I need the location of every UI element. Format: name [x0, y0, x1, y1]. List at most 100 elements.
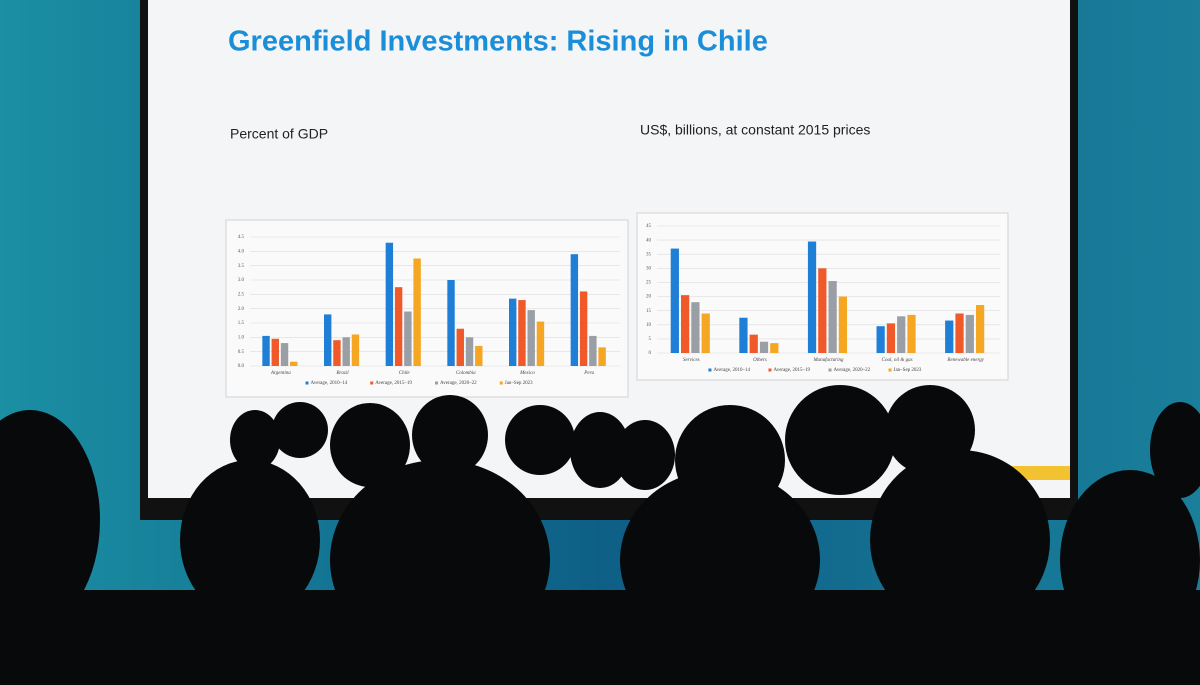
legend-swatch: [768, 368, 772, 372]
legend-swatch: [370, 381, 374, 385]
y-tick-label: 3.0: [238, 278, 245, 283]
bar: [342, 337, 350, 366]
y-tick-label: 10: [646, 323, 652, 328]
legend-swatch: [305, 381, 309, 385]
legend-label: Average, 2020–22: [440, 381, 477, 386]
bar: [447, 280, 455, 366]
bar: [509, 298, 517, 366]
x-tick-label: Manufacturing: [813, 358, 844, 363]
x-tick-label: Coal, oil & gas: [882, 358, 913, 363]
legend-swatch: [708, 368, 712, 372]
bar: [670, 248, 679, 353]
bar: [807, 241, 817, 353]
bar: [475, 345, 483, 366]
y-tick-label: 0: [649, 351, 652, 356]
bar: [897, 316, 906, 353]
bar: [759, 341, 769, 353]
audience-silhouette: [330, 403, 410, 487]
audience-silhouette: [615, 420, 675, 490]
y-tick-label: 35: [646, 252, 652, 257]
bar: [271, 338, 279, 366]
y-tick-label: 2.5: [238, 292, 245, 297]
audience-silhouette: [230, 410, 280, 470]
chart-title: Percent of GDP: [230, 126, 328, 142]
x-tick-label: Services: [683, 358, 700, 363]
bar: [876, 326, 885, 353]
bar: [290, 361, 298, 366]
bar: [527, 310, 535, 366]
audience-silhouette: [0, 590, 1200, 685]
y-tick-label: 4.0: [238, 249, 245, 254]
y-tick-label: 0.0: [238, 364, 245, 369]
bar: [886, 323, 896, 353]
bar: [385, 242, 394, 366]
audience-silhouette: [785, 385, 895, 495]
y-tick-label: 2.0: [238, 307, 245, 312]
slide-title: Greenfield Investments: Rising in Chile: [228, 26, 768, 58]
x-tick-label: Brazil: [336, 371, 349, 376]
audience-silhouette: [870, 450, 1050, 630]
x-tick-label: Others: [753, 358, 767, 363]
bar: [465, 337, 474, 366]
y-tick-label: 4.5: [238, 235, 245, 240]
x-tick-label: Argentina: [270, 371, 291, 376]
legend-label: Average, 2010–14: [713, 368, 750, 373]
audience-silhouette: [412, 395, 488, 475]
bar: [518, 300, 526, 366]
bar: [324, 314, 332, 366]
legend-label: Average, 2015–19: [773, 368, 810, 373]
bar: [955, 313, 964, 353]
audience-silhouette: [180, 460, 320, 620]
audience-silhouette: [570, 412, 630, 488]
y-tick-label: 1.0: [238, 335, 245, 340]
legend-swatch: [828, 368, 832, 372]
bar: [838, 296, 848, 353]
y-tick-label: 1.5: [238, 321, 245, 326]
bar: [536, 321, 545, 366]
x-tick-label: Mexico: [519, 371, 535, 376]
x-tick-label: Chile: [399, 371, 411, 376]
y-tick-label: 15: [646, 309, 652, 314]
bar: [262, 335, 270, 366]
bar: [770, 343, 779, 353]
bar: [945, 320, 954, 353]
bar: [456, 328, 464, 366]
y-tick-label: 40: [646, 238, 652, 243]
y-tick-label: 45: [646, 224, 652, 229]
x-tick-label: Colombia: [456, 371, 476, 376]
bar: [975, 305, 985, 353]
bar: [351, 334, 360, 366]
legend-swatch: [888, 368, 892, 372]
charts: 0.0 0.5 1.0 1.5 2.0 2.5 3.0 3.5 4.0 4.5 Argentina B…: [238, 224, 1000, 386]
y-tick-label: 30: [646, 266, 652, 271]
legend-label: Jan–Sep 2023: [505, 381, 533, 386]
chart-title: US$, billions, at constant 2015 prices: [640, 122, 870, 138]
bar: [333, 340, 341, 366]
bar: [681, 295, 690, 353]
y-tick-label: 25: [646, 281, 652, 286]
bar: [589, 335, 597, 366]
y-tick-label: 3.5: [238, 264, 245, 269]
y-tick-label: 20: [646, 295, 652, 300]
bar: [404, 311, 412, 366]
bar: [907, 314, 916, 353]
legend-swatch: [435, 381, 438, 385]
bar: [570, 254, 579, 366]
bar: [394, 287, 403, 366]
legend-label: Jan–Sep 2023: [894, 368, 922, 373]
x-tick-label: Renewable energy: [946, 358, 984, 363]
legend-label: Average, 2020–22: [834, 368, 871, 373]
audience-silhouette: [272, 402, 328, 458]
bar: [280, 343, 289, 366]
legend-label: Average, 2015–19: [375, 381, 412, 386]
bar: [691, 302, 700, 353]
bar: [739, 317, 748, 353]
legend-swatch: [499, 381, 503, 385]
bar: [828, 281, 837, 353]
x-tick-label: Peru: [583, 371, 594, 376]
audience-silhouette: [1150, 402, 1200, 498]
bar: [413, 258, 421, 366]
bar: [598, 347, 606, 366]
